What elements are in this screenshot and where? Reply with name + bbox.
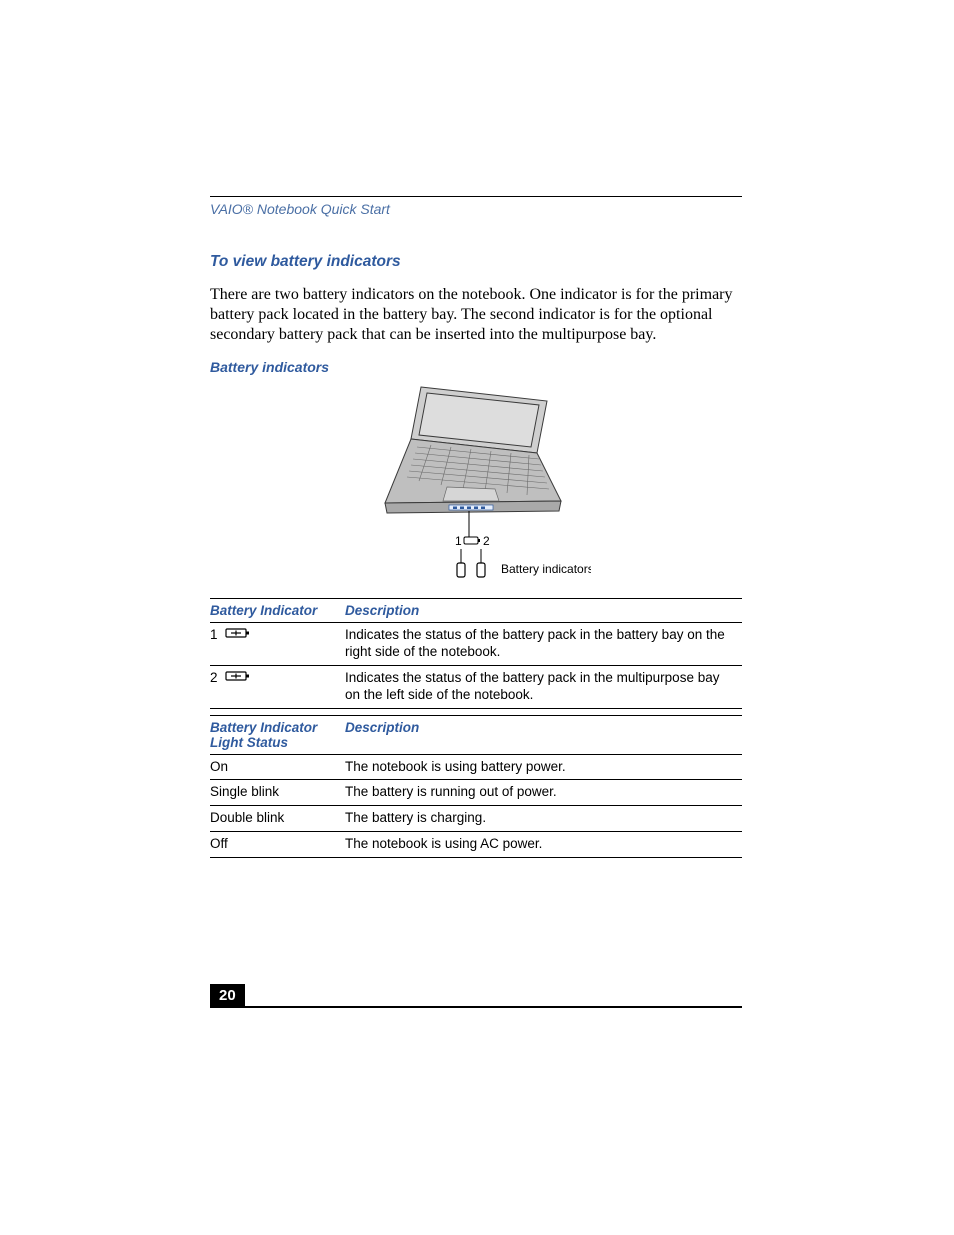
t2-header-a: Battery Indicator Light Status: [210, 715, 345, 754]
section-title: To view battery indicators: [210, 253, 742, 271]
callout-num-1: 1: [455, 534, 462, 548]
table-row: 2 Indicates the status of the battery pa…: [210, 665, 742, 708]
figure: 1 2 Battery indicators: [210, 381, 742, 586]
table-row: Off The notebook is using AC power.: [210, 832, 742, 858]
running-head: VAIO® Notebook Quick Start: [210, 201, 742, 217]
table-row: On The notebook is using battery power.: [210, 754, 742, 780]
figure-caption-below: Battery indicators: [501, 562, 591, 576]
t2-r1-a: Single blink: [210, 780, 345, 806]
t2-r3-a: Off: [210, 832, 345, 858]
page-footer: 20: [210, 1006, 742, 1008]
t2-r1-b: The battery is running out of power.: [345, 780, 742, 806]
t2-r0-b: The notebook is using battery power.: [345, 754, 742, 780]
laptop-illustration: 1 2 Battery indicators: [361, 381, 591, 581]
t2-r3-b: The notebook is using AC power.: [345, 832, 742, 858]
header-rule: [210, 196, 742, 197]
t1-r0-num: 1: [210, 627, 218, 644]
table-row: Single blink The battery is running out …: [210, 780, 742, 806]
battery-icon: [225, 627, 251, 644]
battery-icon: [225, 670, 251, 687]
battery-indicator-table: Battery Indicator Description 1: [210, 598, 742, 709]
t2-header-b: Description: [345, 715, 742, 754]
table-row: 1 Indicates the status of the battery pa…: [210, 623, 742, 666]
table-row: Double blink The battery is charging.: [210, 806, 742, 832]
footer-rule: [210, 1006, 742, 1008]
callout-num-2: 2: [483, 534, 490, 548]
t1-r1-desc: Indicates the status of the battery pack…: [345, 665, 742, 708]
t2-r2-a: Double blink: [210, 806, 345, 832]
figure-caption-above: Battery indicators: [210, 359, 742, 375]
page-number: 20: [210, 984, 245, 1008]
t1-header-a: Battery Indicator: [210, 599, 345, 623]
t1-r0-desc: Indicates the status of the battery pack…: [345, 623, 742, 666]
t2-r2-b: The battery is charging.: [345, 806, 742, 832]
section-body: There are two battery indicators on the …: [210, 285, 742, 345]
page: VAIO® Notebook Quick Start To view batte…: [0, 0, 954, 1235]
light-status-table: Battery Indicator Light Status Descripti…: [210, 715, 742, 859]
t2-r0-a: On: [210, 754, 345, 780]
t1-header-b: Description: [345, 599, 742, 623]
content-area: VAIO® Notebook Quick Start To view batte…: [210, 196, 742, 858]
t1-r1-num: 2: [210, 670, 218, 687]
